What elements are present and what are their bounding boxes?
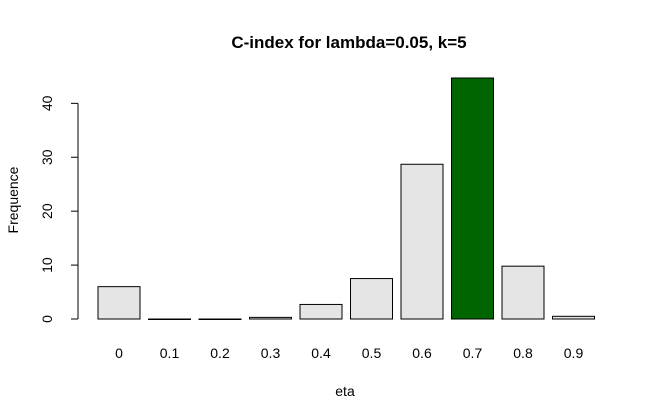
y-tick-label: 40 bbox=[39, 95, 55, 111]
x-tick-labels: 0 0.1 0.2 0.3 0.4 0.5 0.6 0.7 0.8 0.9 bbox=[115, 345, 583, 361]
bar-0.8 bbox=[501, 265, 545, 320]
x-tick-label: 0.9 bbox=[564, 345, 584, 361]
x-tick-label: 0.3 bbox=[261, 345, 281, 361]
x-axis-label: eta bbox=[335, 383, 355, 399]
y-tick-label: 10 bbox=[39, 257, 55, 273]
bar-0.5 bbox=[350, 278, 393, 320]
y-tick-label: 20 bbox=[39, 203, 55, 219]
bar-0.3 bbox=[249, 316, 292, 320]
bar-0.2 bbox=[198, 318, 242, 320]
x-tick-label: 0.1 bbox=[160, 345, 180, 361]
y-tick-label: 30 bbox=[39, 149, 55, 165]
bar-0 bbox=[97, 286, 141, 320]
x-tick-label: 0.7 bbox=[463, 345, 483, 361]
bar-0.7 bbox=[451, 77, 494, 320]
bar-0.6 bbox=[400, 163, 444, 320]
x-tick-label: 0.6 bbox=[412, 345, 432, 361]
bar-0.9 bbox=[552, 315, 595, 320]
x-tick-label: 0.4 bbox=[311, 345, 331, 361]
x-tick-label: 0.2 bbox=[210, 345, 230, 361]
x-tick-label: 0 bbox=[115, 345, 123, 361]
x-tick-label: 0.8 bbox=[513, 345, 533, 361]
bars bbox=[97, 77, 595, 320]
chart-title: C-index for lambda=0.05, k=5 bbox=[231, 33, 466, 52]
bar-0.1 bbox=[148, 318, 191, 320]
bar-0.4 bbox=[299, 303, 343, 320]
y-tick-label: 0 bbox=[39, 315, 55, 323]
y-axis: 0 10 20 30 40 bbox=[39, 95, 79, 323]
y-axis-label: Frequence bbox=[5, 166, 21, 233]
x-tick-label: 0.5 bbox=[362, 345, 382, 361]
